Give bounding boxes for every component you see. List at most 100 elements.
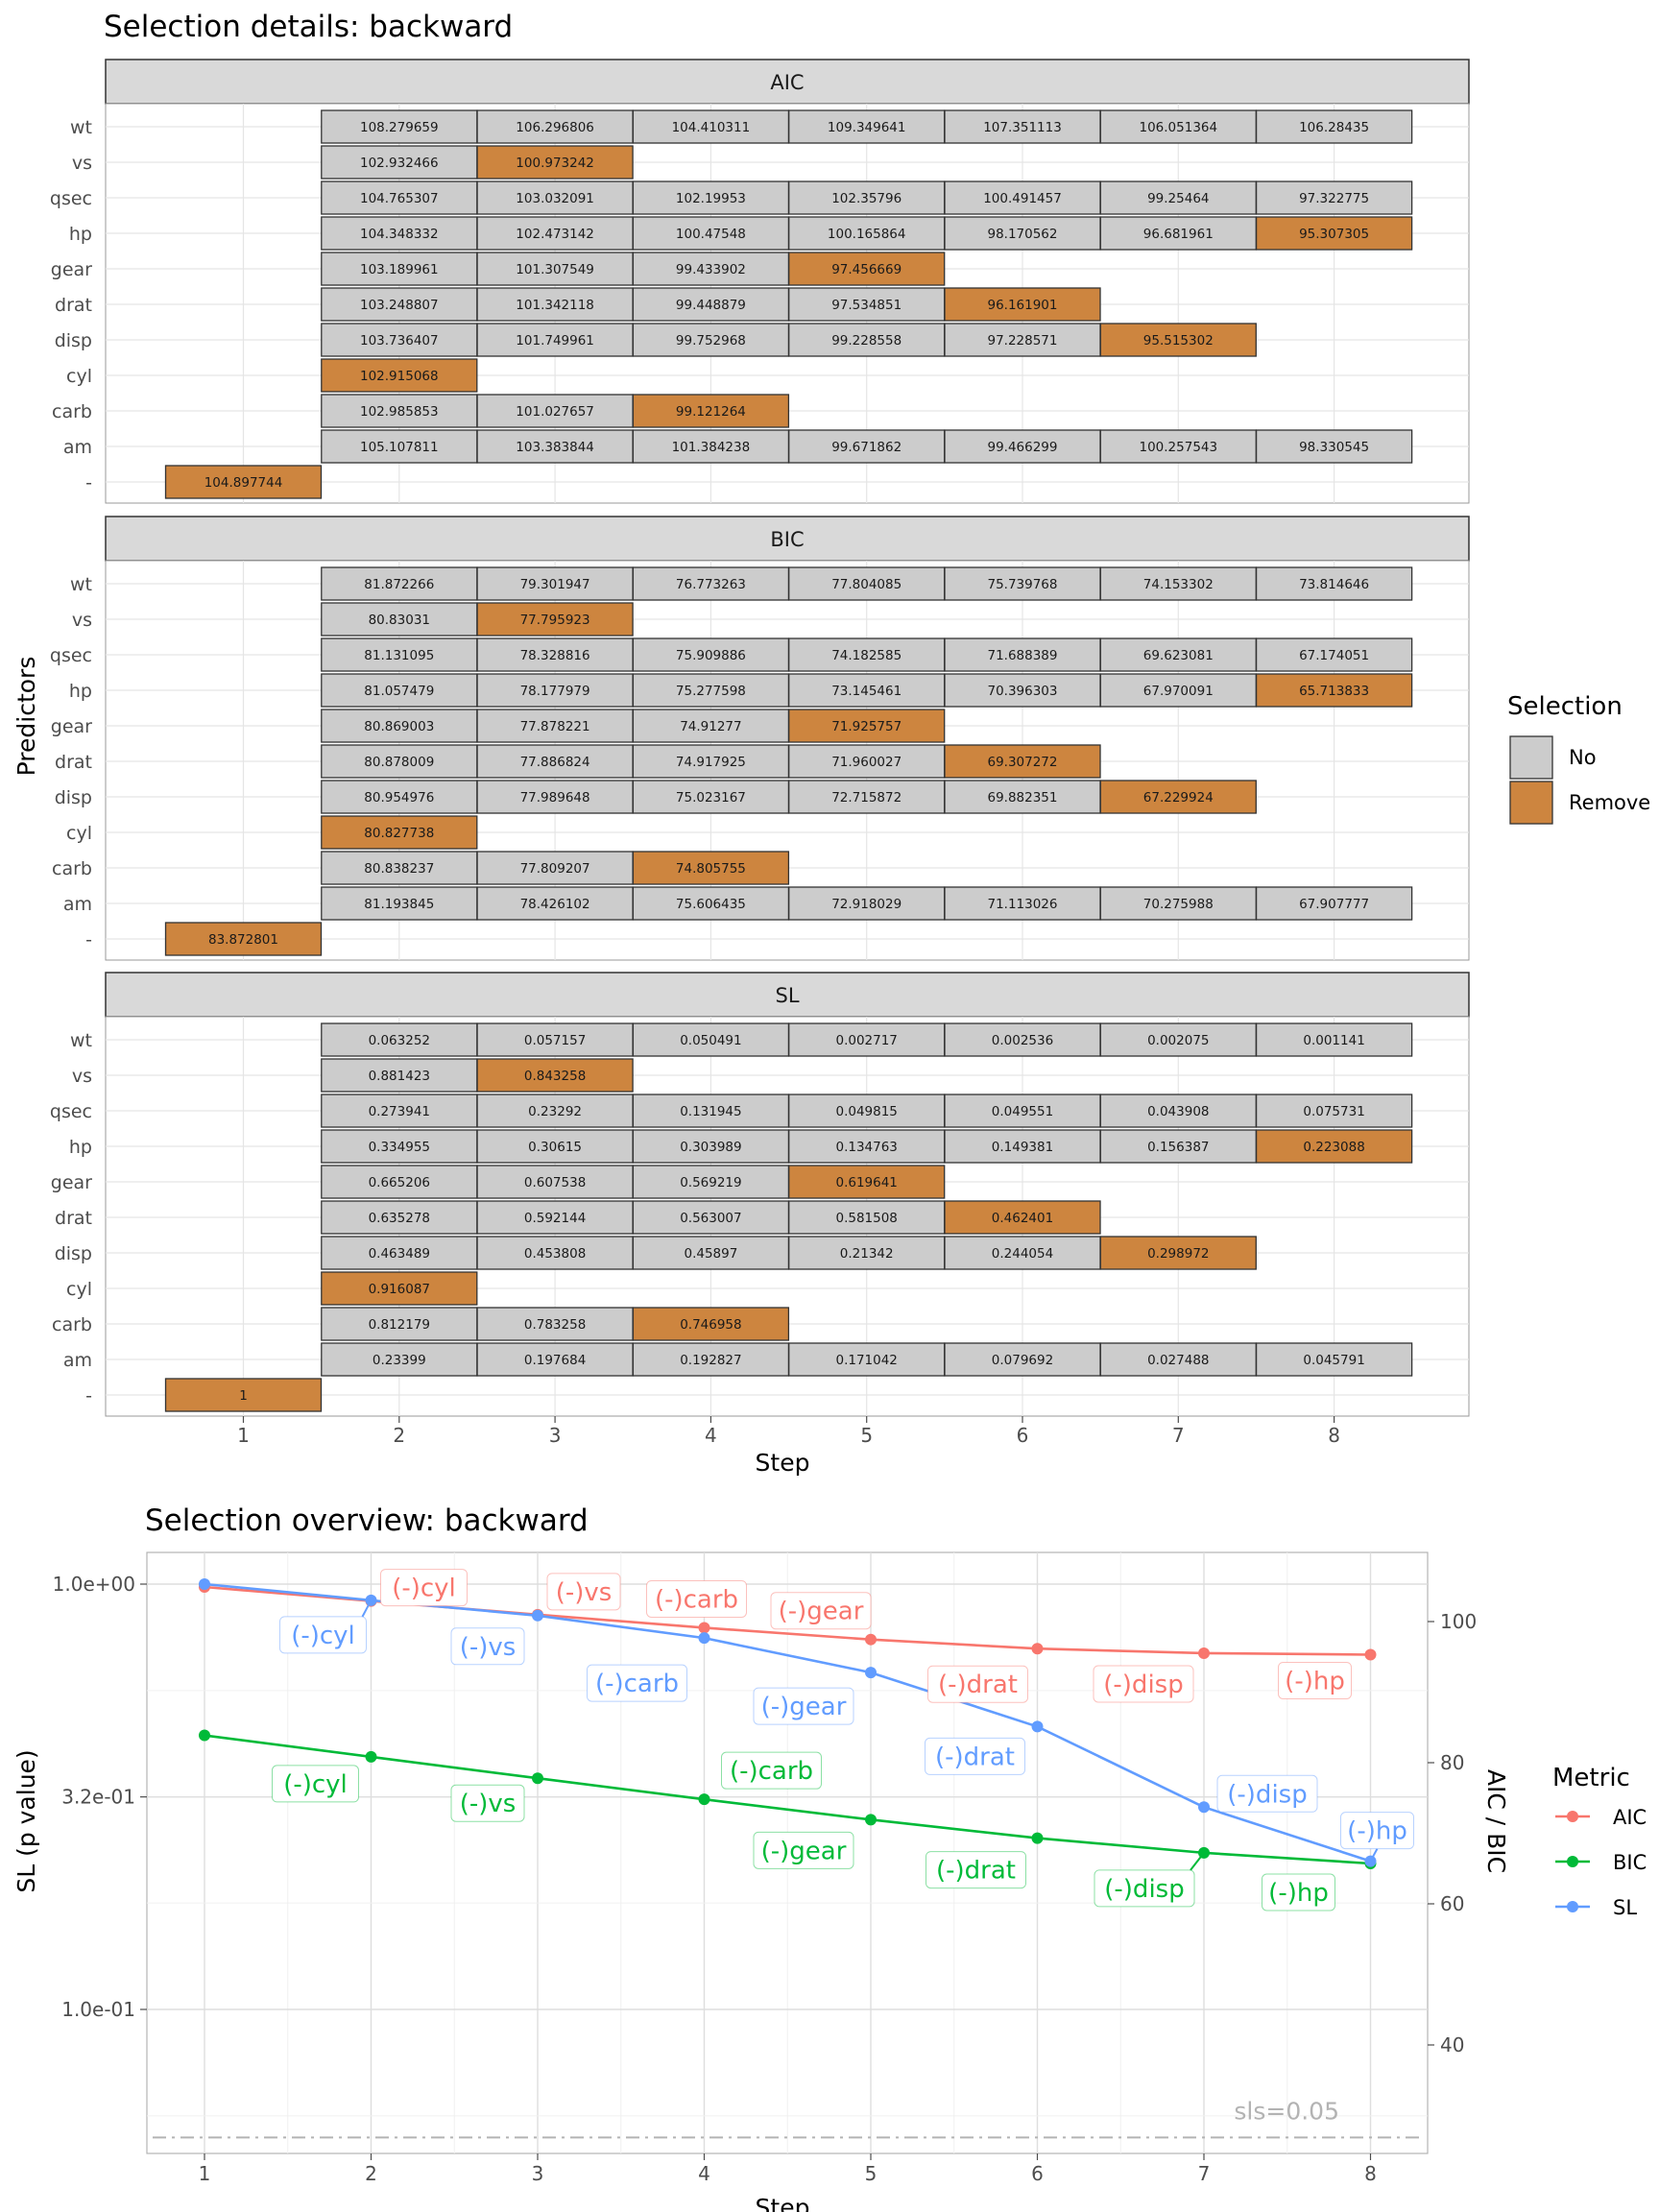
row-label: drat — [55, 752, 92, 773]
labels-bic: (-)cyl (-)vs (-)carb (-)gear (-)drat (-)disp (… — [272, 1751, 1335, 1911]
cell-value: 95.515302 — [1143, 333, 1214, 349]
row-label: wt — [70, 574, 92, 595]
x-tick-label: 6 — [1031, 2162, 1044, 2185]
cell-value: 104.897744 — [204, 475, 283, 491]
cell-value: 99.671862 — [831, 440, 902, 455]
heat-cell — [1099, 886, 1257, 921]
legend-item: SL — [1555, 1896, 1637, 1919]
heat-cell — [1255, 637, 1413, 672]
panel-strip-label: SL — [775, 984, 799, 1007]
heat-cell — [788, 429, 946, 464]
cell-value: 96.161901 — [987, 298, 1057, 313]
cell-value: 0.23292 — [528, 1104, 582, 1119]
cell-value: 75.909886 — [676, 648, 746, 663]
row-label: gear — [51, 259, 92, 280]
heat-cell — [321, 1129, 478, 1164]
cell-value: 75.606435 — [676, 897, 746, 912]
heat-cell — [788, 1129, 946, 1164]
cell-value: 100.491457 — [983, 191, 1062, 206]
cell-value: 0.043908 — [1147, 1104, 1209, 1119]
cell-value: 80.827738 — [364, 826, 434, 841]
heat-cell — [632, 1342, 790, 1377]
cell-value: 0.045791 — [1303, 1353, 1364, 1368]
heat-cell — [476, 566, 634, 601]
data-point — [698, 1793, 710, 1806]
cell-value: 67.970091 — [1143, 684, 1214, 699]
cell-value: 106.28435 — [1299, 120, 1369, 135]
cell-value: 0.607538 — [524, 1175, 586, 1190]
data-point — [532, 1772, 543, 1785]
cell-value: 106.296806 — [516, 120, 594, 135]
cell-value: 77.804085 — [831, 577, 902, 592]
data-point — [1031, 1832, 1044, 1844]
heat-cell — [321, 637, 478, 672]
cell-value: 67.229924 — [1143, 790, 1214, 805]
cell-value: 71.113026 — [987, 897, 1057, 912]
heat-cell — [944, 566, 1101, 601]
cell-value: 0.916087 — [369, 1282, 430, 1297]
selection-legend: Selection No Remove — [1507, 692, 1650, 825]
heat-cell — [321, 1271, 478, 1306]
point-label: (-)vs — [460, 1633, 517, 1662]
panel-strip-label: BIC — [770, 528, 804, 551]
panel-strip — [105, 59, 1470, 105]
point-label-box — [753, 1831, 854, 1869]
cell-value: 77.989648 — [520, 790, 590, 805]
cell-value: 80.878009 — [364, 755, 434, 770]
row-label: cyl — [66, 823, 92, 844]
cell-value: 81.872266 — [364, 577, 434, 592]
heat-cell — [632, 1165, 790, 1199]
overview-y-left-label: SL (p value) — [12, 1749, 40, 1892]
point-label: (-)vs — [460, 1790, 517, 1818]
point-label-box — [721, 1751, 822, 1790]
cell-value: 97.456669 — [831, 262, 902, 277]
heat-cell — [632, 1094, 790, 1128]
cell-value: 0.812179 — [369, 1317, 430, 1333]
cell-value: 69.882351 — [987, 790, 1057, 805]
y-left-tick-label: 3.2e-01 — [61, 1786, 135, 1809]
heat-cell — [476, 1022, 634, 1057]
cell-value: 102.19953 — [676, 191, 746, 206]
heat-cell — [321, 394, 478, 428]
cell-value: 74.805755 — [676, 861, 746, 877]
x-tick-label: 8 — [1364, 2162, 1377, 2185]
cell-value: 102.473142 — [516, 227, 594, 242]
cell-value: 99.228558 — [831, 333, 902, 349]
heat-cell — [1099, 1236, 1257, 1270]
point-label: (-)drat — [936, 1857, 1016, 1886]
row-label: carb — [52, 401, 92, 422]
heat-cell — [476, 394, 634, 428]
heat-cell — [788, 1236, 946, 1270]
y-right-tick-label: 60 — [1440, 1892, 1464, 1915]
heat-cell — [321, 602, 478, 637]
point-label: (-)hp — [1268, 1879, 1329, 1908]
cell-value: 0.027488 — [1147, 1353, 1209, 1368]
cell-value: 70.396303 — [987, 684, 1057, 699]
panel-strip — [105, 516, 1470, 562]
cell-value: 0.192827 — [680, 1353, 741, 1368]
point-label: (-)cyl — [291, 1622, 355, 1650]
panel-aic: AIC wt vs qsec hp gear drat disp cyl carb am - 104.8… — [50, 59, 1470, 504]
heat-cell — [788, 252, 946, 286]
cell-value: 97.534851 — [831, 298, 902, 313]
row-label: qsec — [50, 1101, 92, 1122]
heat-cell — [321, 180, 478, 215]
legend-title: Selection — [1507, 692, 1623, 721]
heat-cell — [476, 744, 634, 779]
cell-value: 104.348332 — [360, 227, 439, 242]
cell-value: 0.223088 — [1303, 1140, 1364, 1155]
legend-label: No — [1569, 746, 1597, 769]
heat-cell — [944, 637, 1101, 672]
cell-value: 0.075731 — [1303, 1104, 1364, 1119]
cell-value: 97.228571 — [987, 333, 1057, 349]
point-label: (-)cyl — [283, 1770, 348, 1799]
cell-value: 0.002075 — [1147, 1033, 1209, 1048]
point-label: (-)vs — [556, 1578, 613, 1607]
heat-cell — [1255, 216, 1413, 251]
heat-cell — [1255, 1129, 1413, 1164]
row-label: drat — [55, 1208, 92, 1229]
point-label-box — [753, 1687, 854, 1725]
heat-cell — [788, 744, 946, 779]
row-label: carb — [52, 858, 92, 879]
cell-value: 71.960027 — [831, 755, 902, 770]
